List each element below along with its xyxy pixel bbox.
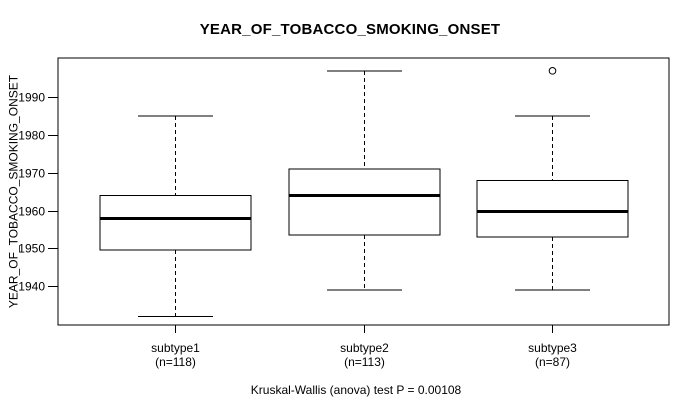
chart-title: YEAR_OF_TOBACCO_SMOKING_ONSET	[199, 21, 501, 38]
x-tick-label: subtype3	[528, 341, 577, 355]
x-tick-sublabel: (n=113)	[344, 355, 385, 369]
iqr-box-subtype3	[476, 179, 629, 238]
y-tick-label: 1970	[18, 167, 45, 181]
y-tick-label: 1960	[18, 205, 45, 219]
y-tick-label: 1980	[18, 129, 45, 143]
x-tick-sublabel: (n=87)	[535, 355, 570, 369]
plot-border	[57, 57, 670, 326]
outlier-point	[548, 67, 557, 75]
x-tick-label: subtype1	[151, 341, 200, 355]
x-tick-label: subtype2	[340, 341, 389, 355]
stat-test-caption: Kruskal-Wallis (anova) test P = 0.00108	[250, 383, 462, 397]
x-tick-sublabel: (n=118)	[155, 355, 196, 369]
y-tick-label: 1940	[18, 280, 45, 294]
iqr-box-subtype1	[99, 194, 252, 251]
y-tick-label: 1950	[18, 242, 45, 256]
y-tick-label: 1990	[18, 91, 45, 105]
y-axis-title: YEAR_OF_TOBACCO_SMOKING_ONSET	[6, 74, 21, 309]
iqr-box-subtype2	[288, 168, 441, 236]
